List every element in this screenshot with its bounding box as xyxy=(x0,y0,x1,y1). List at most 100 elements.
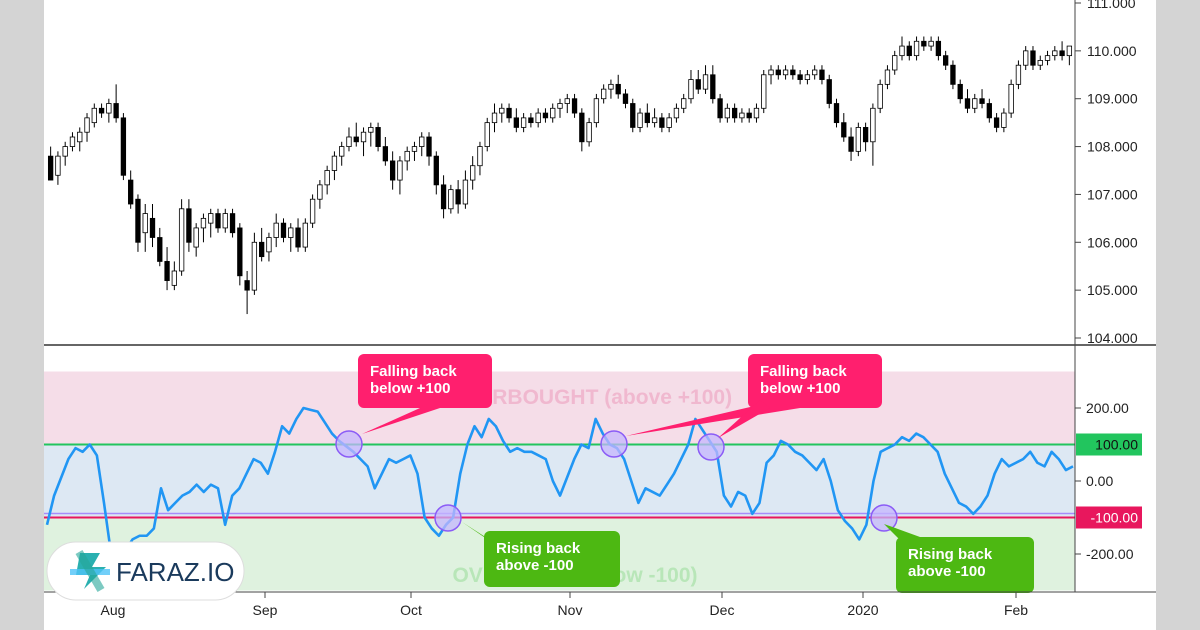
candle xyxy=(128,170,134,209)
candle xyxy=(1001,108,1007,133)
candle-body xyxy=(593,98,600,124)
candle xyxy=(528,113,534,128)
candle xyxy=(499,103,505,123)
candle xyxy=(513,108,519,133)
candle xyxy=(833,98,840,128)
candle xyxy=(812,65,818,80)
candle-body xyxy=(790,69,796,76)
candle xyxy=(462,170,469,209)
candle-body xyxy=(200,217,207,229)
faraz-logo[interactable]: FARAZ.IO xyxy=(46,541,245,601)
candle-body xyxy=(506,107,512,119)
candle xyxy=(84,113,90,142)
candle-body xyxy=(622,93,629,104)
x-tick-label: Dec xyxy=(710,602,735,618)
candle xyxy=(746,108,752,123)
candle-body xyxy=(288,227,294,238)
candle xyxy=(426,132,432,166)
indicator-zone xyxy=(44,444,1075,518)
signal-markers xyxy=(335,430,898,532)
candle-body xyxy=(848,136,854,152)
signal-marker xyxy=(870,504,898,532)
candle xyxy=(550,103,556,123)
candle-body xyxy=(1037,60,1043,66)
candle-body xyxy=(855,127,861,152)
candle xyxy=(688,70,694,104)
candle-body xyxy=(477,146,483,167)
candle-body xyxy=(673,107,680,119)
candle xyxy=(317,180,323,209)
callout-rect xyxy=(358,354,492,408)
candle xyxy=(935,36,942,61)
candle-body xyxy=(892,55,898,71)
candle xyxy=(826,74,832,109)
candle xyxy=(1008,79,1014,118)
candle-body xyxy=(979,98,985,104)
candle-body xyxy=(986,103,992,119)
candle xyxy=(782,65,789,80)
price-tick-label: 107.000 xyxy=(1087,186,1138,202)
candle-body xyxy=(375,127,381,147)
candle xyxy=(404,146,410,171)
candle xyxy=(331,151,338,181)
candle xyxy=(222,208,228,233)
callout-rect xyxy=(748,354,882,408)
candle-body xyxy=(695,79,701,90)
candle-body xyxy=(862,127,869,143)
candle-body xyxy=(339,146,345,157)
candle xyxy=(819,65,825,85)
candle-body xyxy=(571,98,578,114)
candle xyxy=(666,113,672,133)
candle-body xyxy=(251,241,258,291)
indicator-tick-label: -200.00 xyxy=(1086,546,1134,562)
candle xyxy=(1052,46,1058,61)
candle xyxy=(761,70,767,114)
price-axis: 104.000 105.000 106.000 107.000 108.000 109.0… xyxy=(1075,0,1138,346)
candle xyxy=(280,218,287,243)
level-badge xyxy=(1076,433,1142,456)
signal-marker xyxy=(335,430,363,458)
candle-body xyxy=(419,136,425,147)
candle xyxy=(55,151,61,185)
candle-body xyxy=(535,112,541,124)
candle xyxy=(411,141,418,161)
logo-text: FARAZ.IO xyxy=(116,557,234,587)
candle-body xyxy=(229,213,236,234)
candle xyxy=(157,227,163,267)
indicator-axis: -200.00 0.00 200.00 100.00 -100.00 xyxy=(1075,400,1142,562)
candle-body xyxy=(768,69,774,76)
candle-body xyxy=(819,69,825,80)
candle-body xyxy=(98,107,105,114)
callout-text: Rising back xyxy=(908,546,993,563)
candle-body xyxy=(353,136,359,143)
candle xyxy=(186,199,192,252)
candle xyxy=(790,65,796,80)
candle-body xyxy=(397,160,403,181)
candle-body xyxy=(1044,55,1051,61)
candle xyxy=(113,84,119,123)
candle xyxy=(884,65,891,90)
candle xyxy=(622,89,629,109)
candle xyxy=(702,65,709,94)
price-tick-label: 105.000 xyxy=(1087,282,1138,298)
candle xyxy=(979,89,985,109)
candle-body xyxy=(717,98,723,119)
candle-body xyxy=(215,213,221,229)
candle xyxy=(775,65,781,80)
candle-body xyxy=(433,155,439,186)
candle-body xyxy=(681,98,687,109)
candle xyxy=(601,84,607,104)
candle-body xyxy=(142,213,148,234)
candle xyxy=(324,165,330,195)
candle-body xyxy=(1059,50,1065,57)
candle-body xyxy=(943,55,949,66)
candle xyxy=(950,60,956,90)
candle-body xyxy=(259,241,265,258)
candle-body xyxy=(775,69,781,76)
candle xyxy=(520,113,527,133)
candle-body xyxy=(1066,45,1073,57)
price-tick-label: 110.000 xyxy=(1087,43,1137,59)
candle xyxy=(266,232,272,262)
